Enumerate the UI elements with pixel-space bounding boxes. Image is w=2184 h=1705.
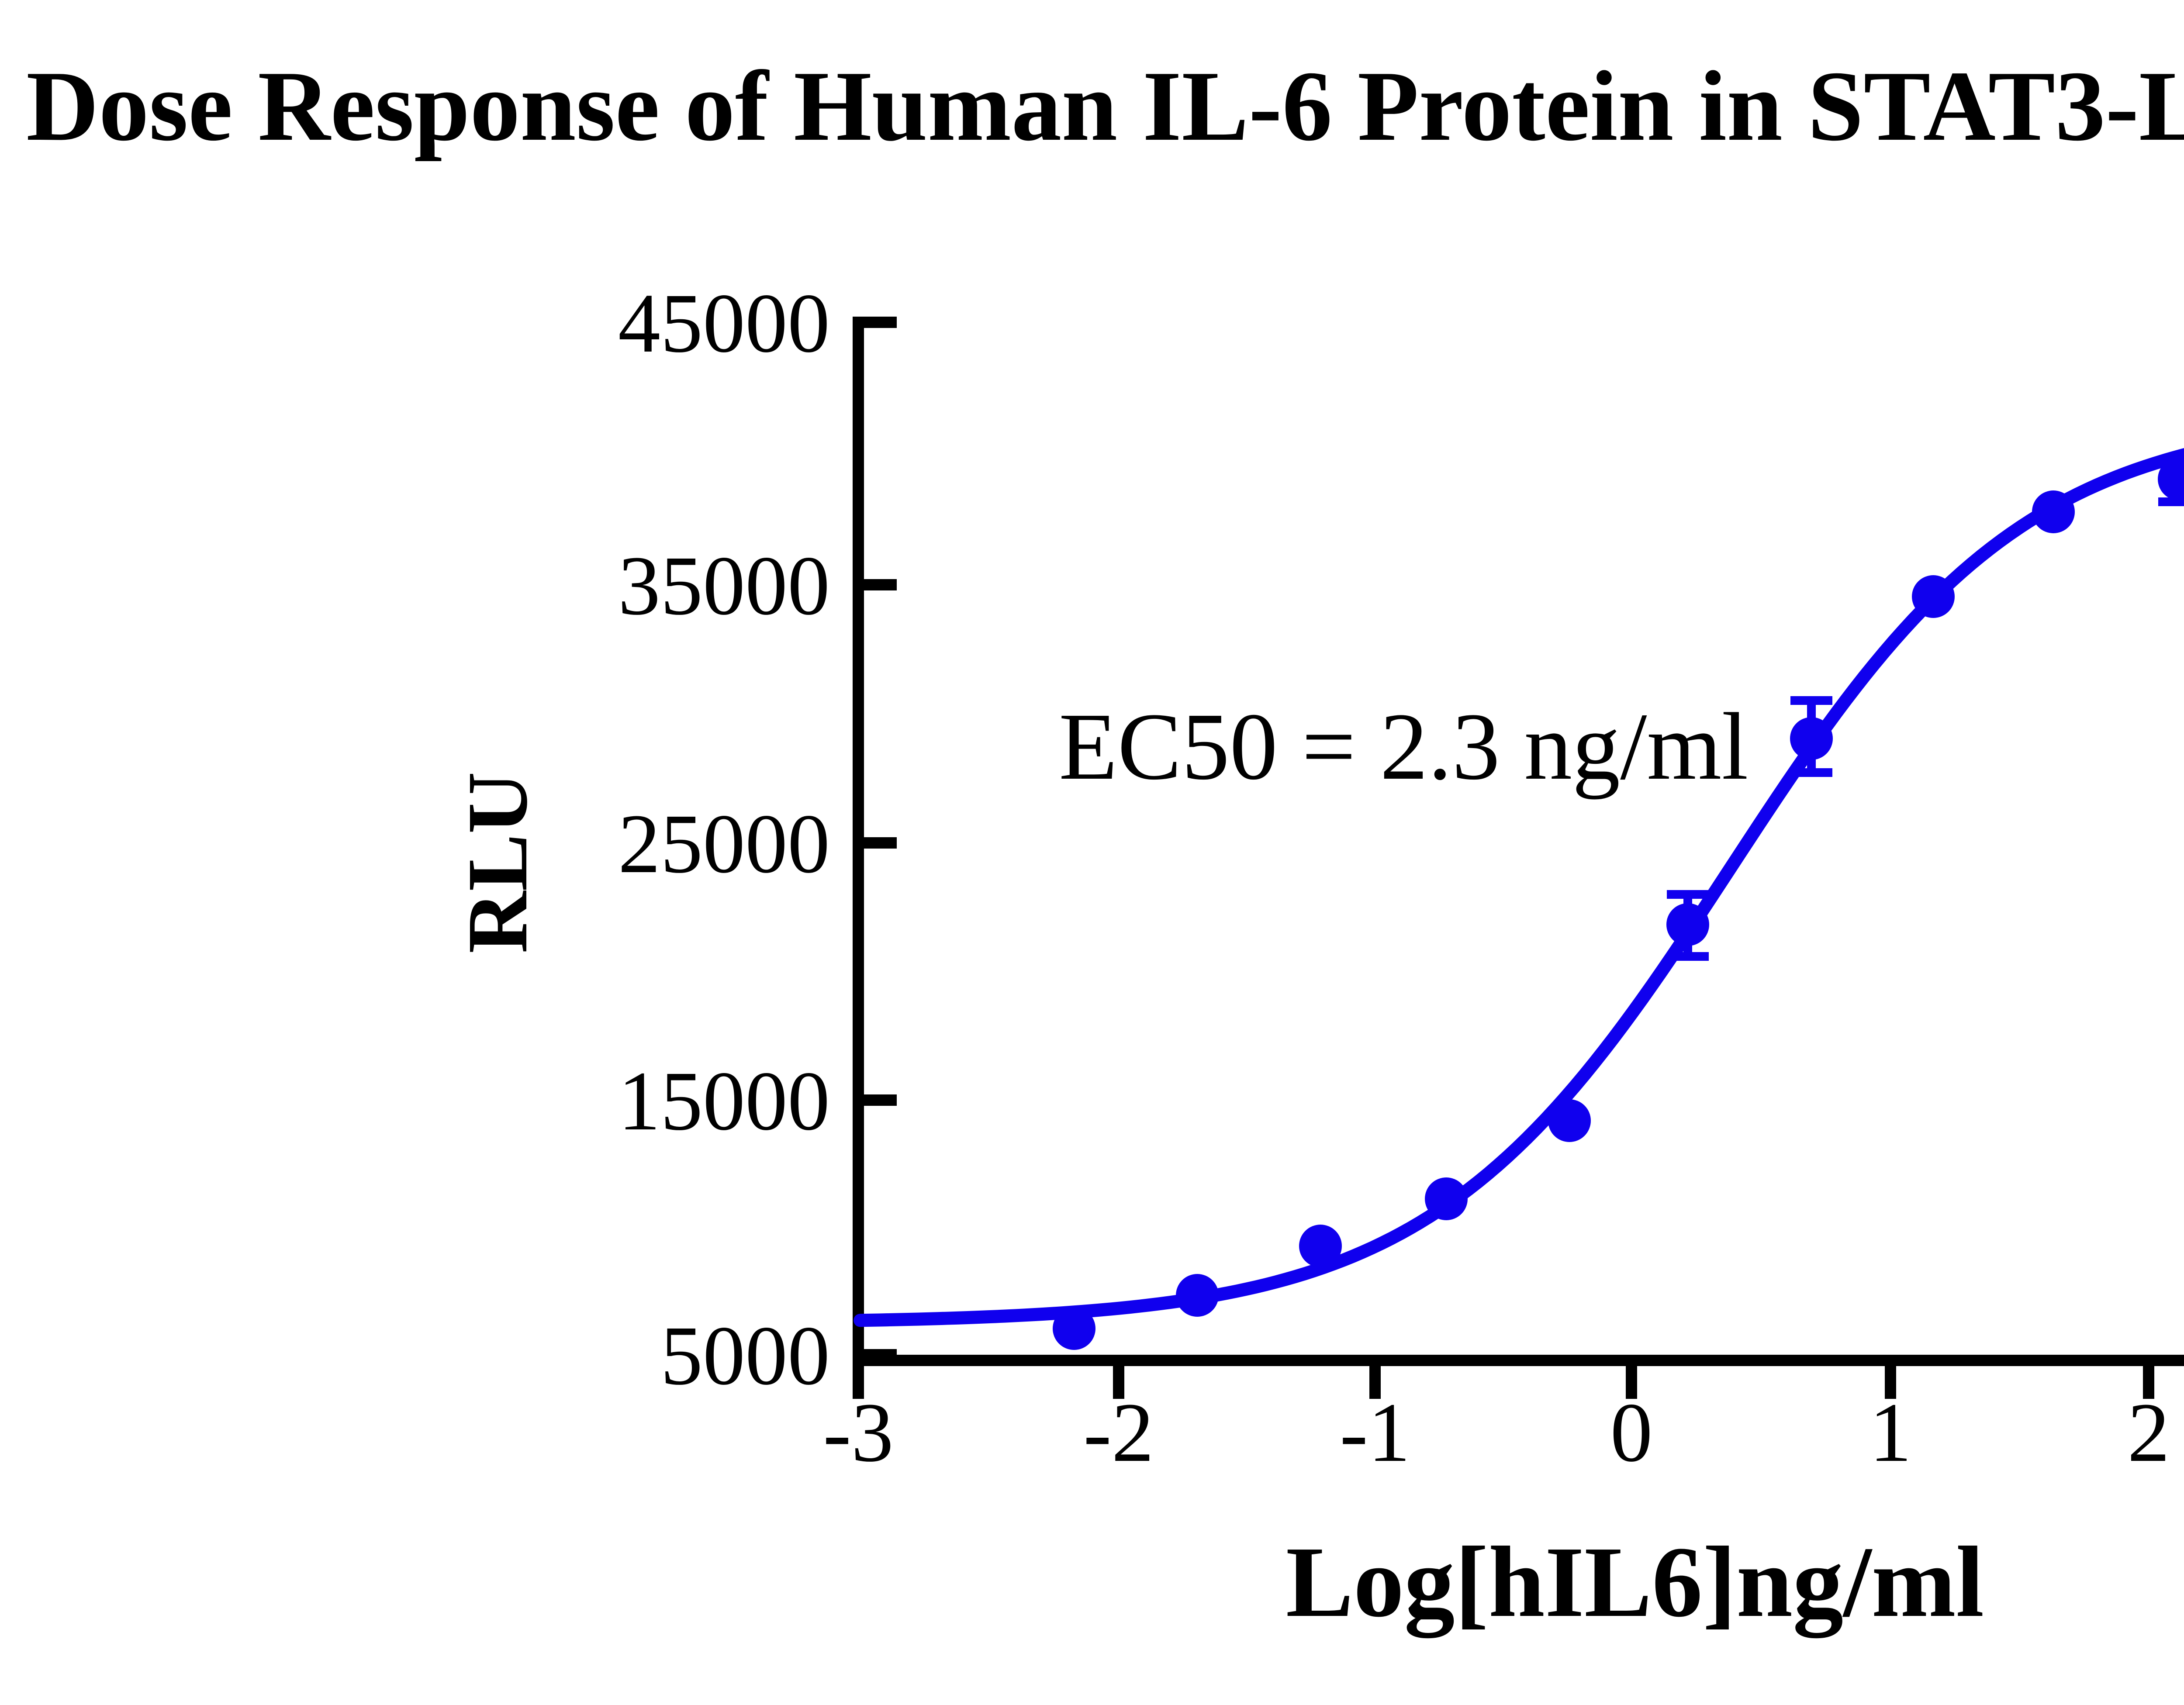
svg-text:35000: 35000 — [618, 538, 830, 632]
svg-text:0: 0 — [1610, 1385, 1653, 1479]
svg-text:Log[hIL6]ng/ml: Log[hIL6]ng/ml — [1286, 1526, 1984, 1638]
svg-text:RLU: RLU — [449, 772, 545, 953]
svg-text:Dose Response of Human IL-6 Pr: Dose Response of Human IL-6 Protein in S… — [26, 50, 2184, 162]
svg-text:-3: -3 — [823, 1385, 894, 1479]
svg-text:1: 1 — [1870, 1385, 1912, 1479]
svg-text:-1: -1 — [1340, 1385, 1410, 1479]
svg-text:45000: 45000 — [618, 276, 830, 370]
svg-text:2: 2 — [2128, 1385, 2170, 1479]
svg-text:-2: -2 — [1083, 1385, 1154, 1479]
svg-text:EC50 = 2.3 ng/ml: EC50 = 2.3 ng/ml — [1059, 693, 1749, 800]
svg-text:5000: 5000 — [660, 1308, 830, 1402]
svg-text:25000: 25000 — [618, 797, 830, 890]
svg-text:15000: 15000 — [618, 1054, 830, 1148]
